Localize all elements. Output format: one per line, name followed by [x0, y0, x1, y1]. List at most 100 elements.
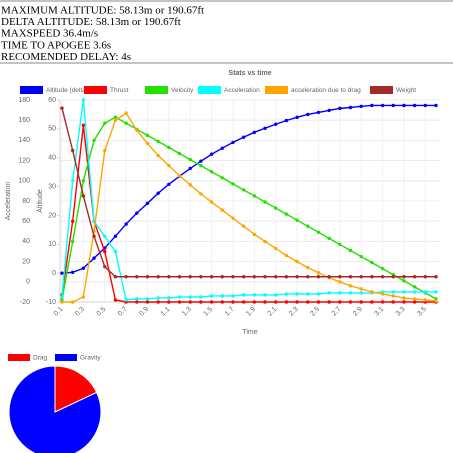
data-point [231, 300, 235, 304]
x-tick-label: 0.3 [74, 306, 86, 318]
data-point [145, 300, 150, 304]
data-point [348, 248, 353, 253]
data-point [316, 230, 321, 235]
data-point [241, 300, 246, 304]
x-tick-label: 0.5 [96, 306, 108, 318]
data-point [412, 297, 417, 301]
data-point [316, 275, 321, 279]
data-point [306, 300, 310, 304]
data-point [113, 118, 118, 122]
data-point [231, 275, 235, 279]
data-point [412, 300, 417, 304]
y-tick-label: 0 [26, 279, 30, 286]
x-tick-label: 1.7 [224, 306, 236, 318]
data-point [209, 300, 214, 304]
legend-label: Drag [33, 355, 47, 362]
data-point [423, 103, 428, 108]
data-point [391, 103, 395, 108]
data-point [209, 170, 214, 174]
data-point [295, 259, 299, 264]
series-line [62, 112, 437, 303]
y-tick-label: 120 [18, 157, 30, 164]
data-point [156, 275, 160, 279]
data-point [327, 236, 331, 241]
data-point [231, 182, 235, 186]
data-point [81, 179, 86, 183]
data-point [402, 103, 406, 108]
data-point [145, 275, 150, 279]
data-point [359, 300, 363, 304]
y2-tick-label: 20 [48, 212, 56, 219]
stat-line: DELTA ALTITUDE: 58.13m or 190.67ft [1, 16, 181, 28]
data-point [199, 159, 203, 163]
y-tick-label: 100 [18, 178, 30, 185]
y2-tick-label: 10 [48, 241, 56, 248]
data-point [423, 298, 428, 302]
data-point [231, 140, 235, 145]
data-point [209, 275, 214, 279]
data-point [81, 123, 86, 127]
data-point [167, 296, 171, 300]
data-point [113, 249, 118, 254]
data-point [199, 192, 203, 196]
data-point [252, 275, 257, 279]
data-point [209, 152, 214, 156]
data-point [113, 275, 118, 279]
y-tick-label: 60 [22, 218, 30, 225]
data-point [306, 112, 310, 117]
x-tick-label: 1.3 [181, 306, 193, 318]
data-point [188, 295, 192, 299]
data-point [188, 157, 192, 162]
data-point [402, 275, 406, 279]
data-point [338, 291, 342, 295]
data-point [274, 293, 278, 297]
x-tick-label: 2.3 [288, 306, 300, 318]
x-tick-label: 0.9 [138, 306, 150, 318]
data-point [209, 294, 214, 298]
x-tick-label: 3.3 [395, 306, 407, 318]
data-point [412, 285, 417, 289]
data-point [188, 166, 192, 171]
data-point [284, 212, 289, 216]
data-point [295, 218, 299, 222]
data-point [380, 300, 385, 304]
x-tick-label: 2.9 [352, 306, 364, 318]
data-point [412, 103, 417, 108]
data-point [316, 300, 321, 304]
data-point [306, 292, 310, 296]
data-point [60, 271, 64, 275]
data-point [370, 290, 374, 294]
legend-swatch [8, 354, 30, 361]
data-point [391, 275, 395, 279]
data-point [380, 103, 385, 108]
data-point [81, 194, 86, 198]
data-point [103, 249, 107, 254]
data-point [241, 275, 246, 279]
data-point [241, 224, 246, 228]
data-point [167, 145, 171, 150]
data-point [412, 275, 417, 279]
data-point [145, 201, 150, 206]
stat-line: TIME TO APOGEE 3.6s [1, 39, 111, 51]
series-line [61, 125, 436, 303]
pie-slice [8, 365, 102, 453]
data-point [380, 275, 385, 279]
legend-label: acceleration due to drag [291, 87, 361, 94]
data-point [81, 295, 86, 299]
data-point [274, 122, 278, 126]
chart-title: Stats vs time [228, 70, 271, 77]
data-point [370, 300, 374, 304]
data-point [70, 179, 75, 183]
data-point [156, 300, 160, 304]
data-point [241, 293, 246, 297]
x-tick-label: 0.7 [117, 306, 129, 318]
data-point [92, 256, 96, 260]
data-point [338, 106, 342, 111]
data-point [199, 300, 203, 304]
data-point [359, 287, 363, 291]
data-point [423, 290, 428, 294]
legend-label: Velocity [171, 87, 194, 94]
data-point [295, 300, 299, 304]
data-point [434, 290, 438, 294]
